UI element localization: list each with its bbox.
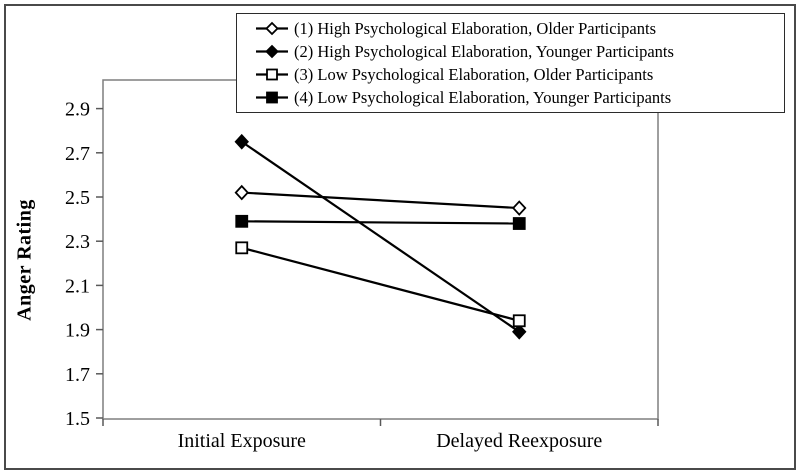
series-3-marker [235,241,249,255]
legend-label-3: (3) Low Psychological Elaboration, Older… [294,64,654,84]
series-line-1 [241,191,520,210]
legend-label-4: (4) Low Psychological Elaboration, Young… [294,87,672,107]
legend-item-1: (1) High Psychological Elaboration, Olde… [255,19,780,39]
legend: (1) High Psychological Elaboration, Olde… [236,13,785,113]
series-line-2 [241,140,520,333]
x-category-label: Initial Exposure [178,430,306,452]
y-tick-label: 1.7 [65,364,90,386]
series-1-marker [512,200,527,216]
series-4-marker [235,214,249,228]
x-category-label: Delayed Reexposure [436,430,602,452]
legend-item-3: (3) Low Psychological Elaboration, Older… [255,65,780,85]
y-tick-label: 2.9 [65,99,90,121]
series-4-marker [512,217,526,230]
series-2-marker [512,323,527,340]
y-tick-label: 2.7 [65,143,90,165]
y-tick-label: 2.1 [65,275,90,297]
plot-frame [102,79,659,420]
legend-marker-square-open-icon [256,68,288,81]
series-3-marker [512,314,526,328]
legend-item-4: (4) Low Psychological Elaboration, Young… [255,88,780,108]
y-tick-label: 2.5 [65,187,90,209]
legend-marker-diamond-open-icon [256,21,288,36]
y-tick-label: 1.9 [65,320,90,342]
series-line-3 [241,246,520,322]
series-line-4 [241,220,520,225]
y-axis-title: Anger Rating [13,199,36,321]
series-2-marker [234,133,249,150]
y-tick-label: 1.5 [65,408,90,430]
series-1-marker [234,184,249,201]
legend-label-1: (1) High Psychological Elaboration, Olde… [294,18,657,38]
legend-marker-diamond-filled-icon [256,44,288,59]
legend-label-2: (2) High Psychological Elaboration, Youn… [294,41,674,61]
legend-item-2: (2) High Psychological Elaboration, Youn… [255,42,780,62]
y-tick-label: 2.3 [65,231,90,253]
legend-marker-square-filled-icon [256,91,288,104]
